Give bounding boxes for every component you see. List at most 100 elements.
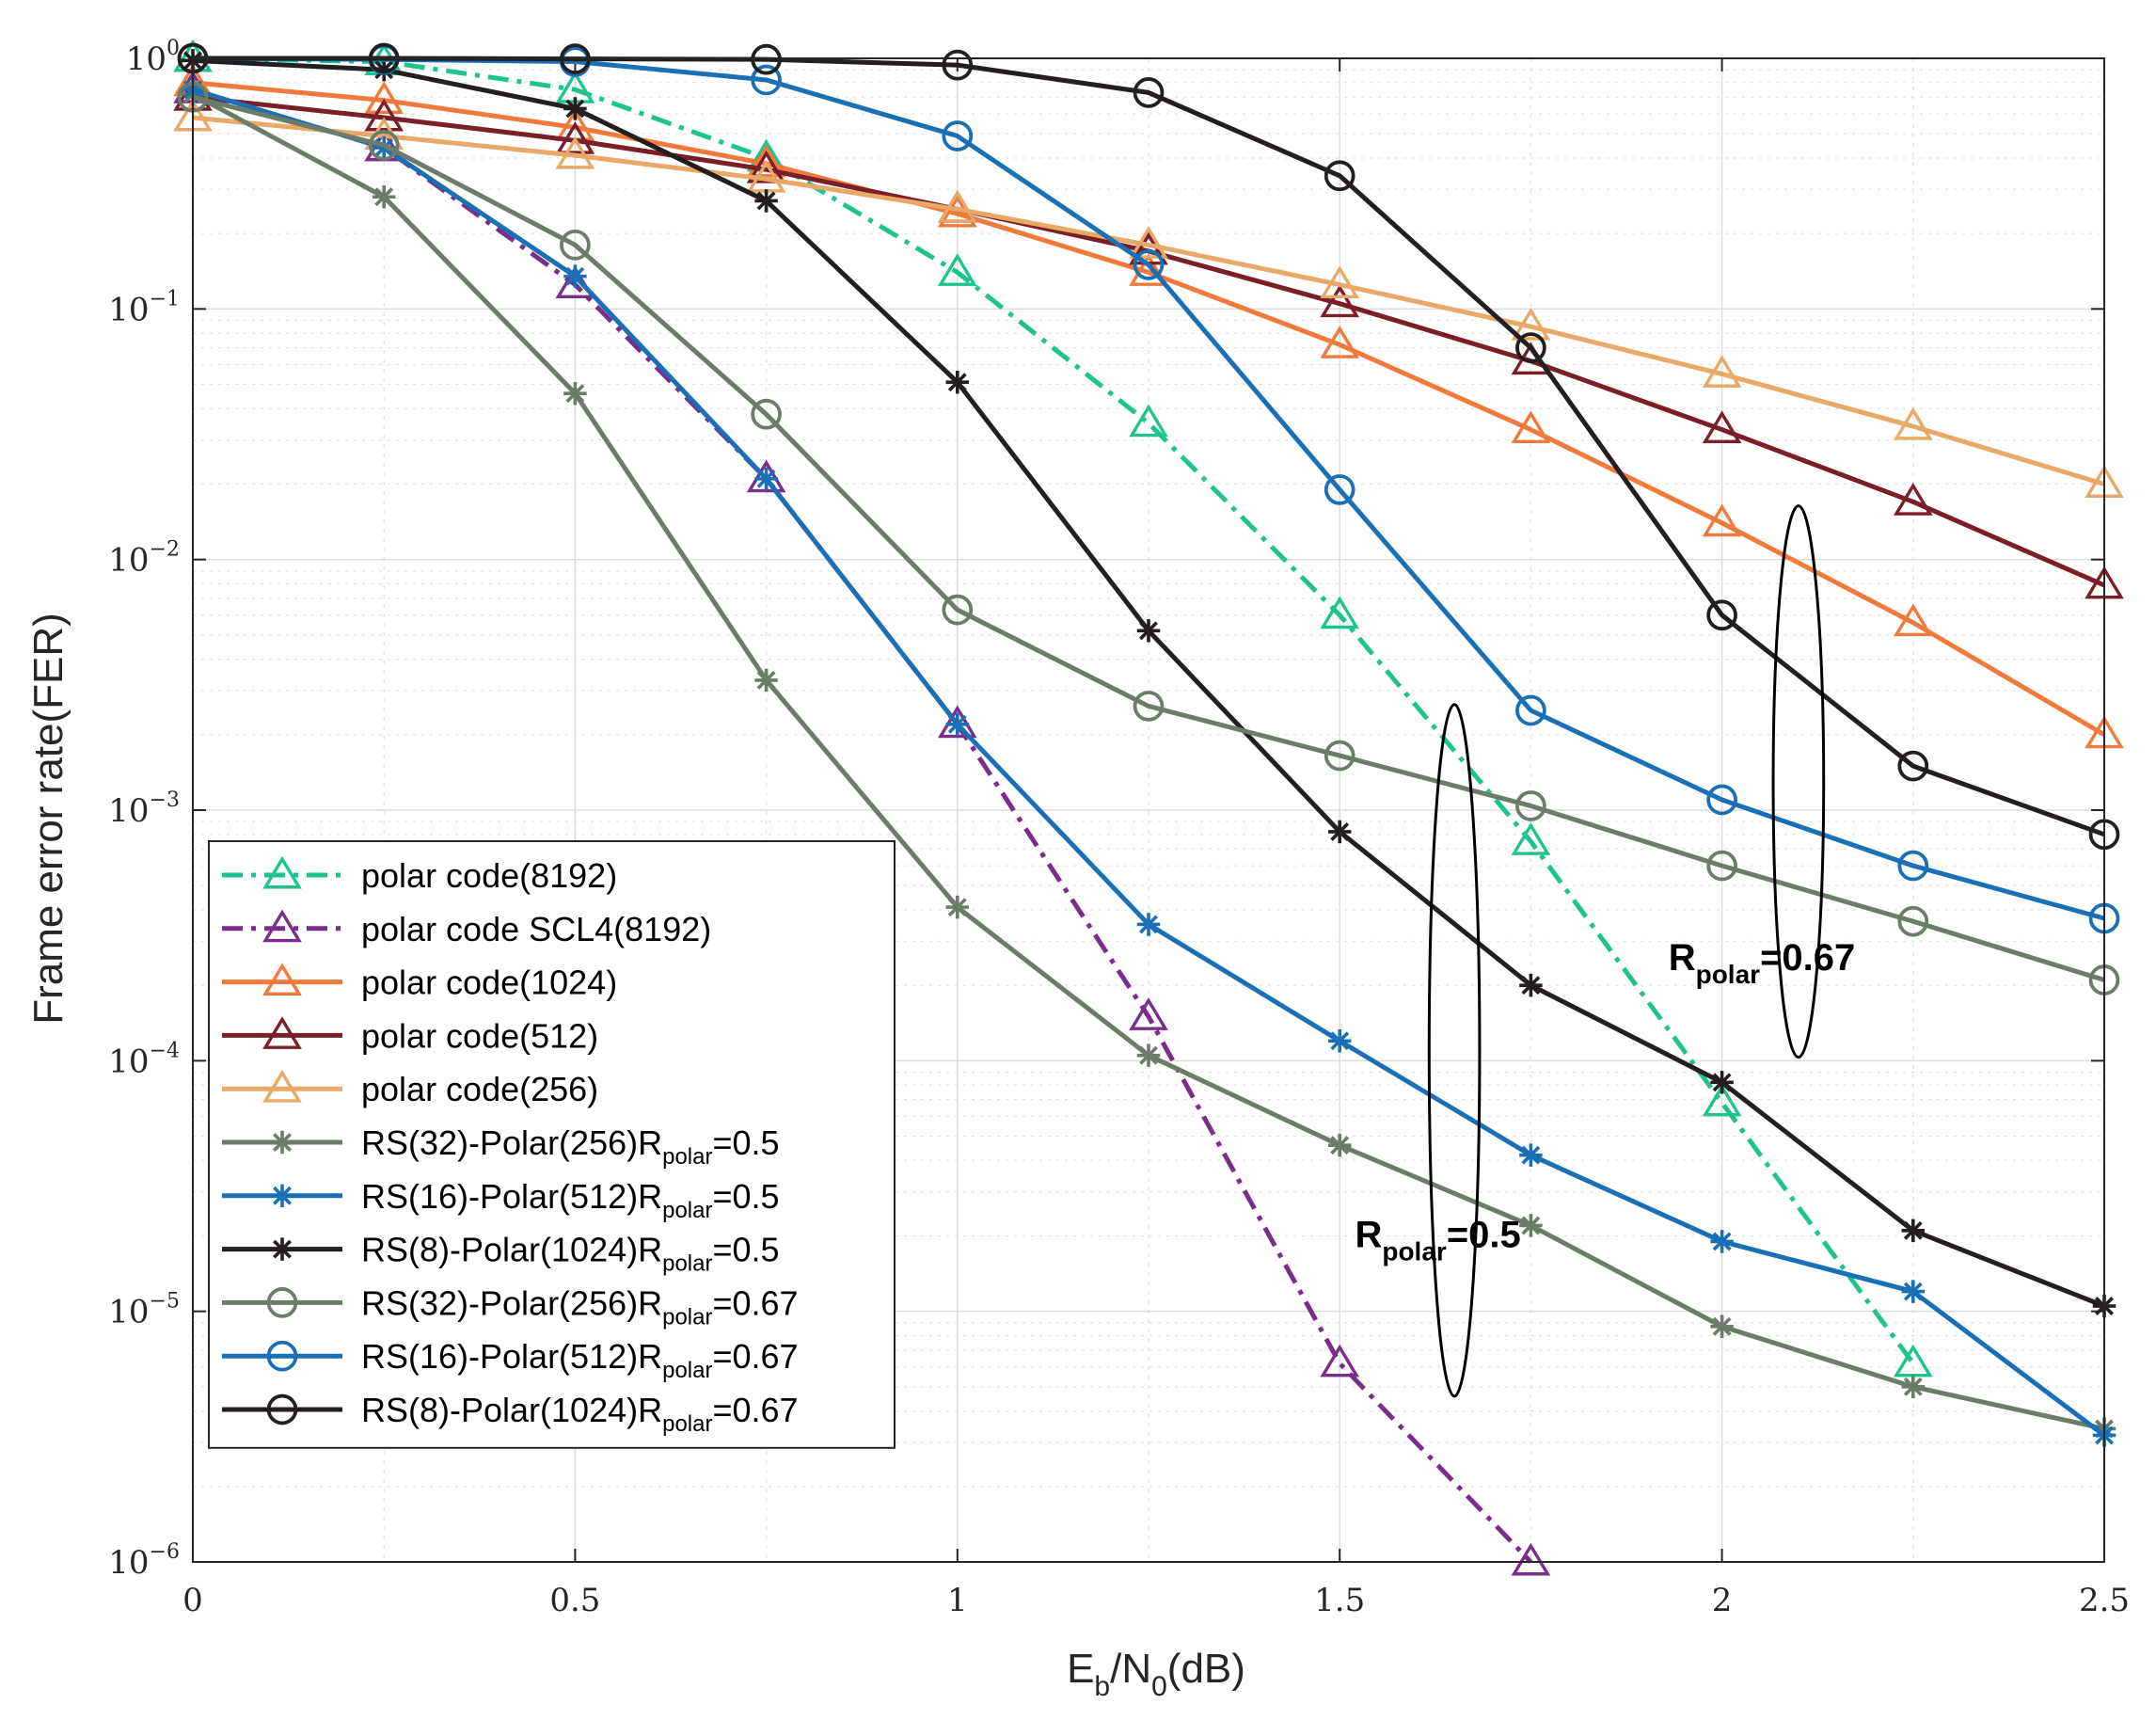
legend-marker bbox=[262, 963, 302, 996]
legend-label: polar code(256) bbox=[361, 1070, 598, 1108]
x-tick-label: 0.5 bbox=[549, 1582, 600, 1619]
data-point bbox=[937, 190, 977, 223]
data-point bbox=[1901, 1218, 1926, 1243]
legend-entry: polar code SCL4(8192) bbox=[222, 909, 711, 948]
legend-marker bbox=[266, 1287, 298, 1318]
x-tick-label: 1 bbox=[947, 1582, 968, 1619]
data-point bbox=[1515, 694, 1546, 726]
data-point bbox=[746, 150, 786, 183]
data-point bbox=[1515, 790, 1546, 821]
data-point bbox=[1702, 410, 1742, 444]
data-point bbox=[563, 97, 587, 120]
x-tick-label: 1.5 bbox=[1314, 1582, 1365, 1619]
y-tick-label: 10−3 bbox=[108, 788, 180, 830]
series-line bbox=[192, 94, 2105, 982]
data-point bbox=[1133, 77, 1165, 108]
data-point bbox=[1519, 973, 1543, 997]
y-tick-label: 10−4 bbox=[108, 1039, 180, 1080]
series-line bbox=[192, 80, 2106, 737]
data-point bbox=[937, 253, 977, 286]
y-tick-label: 10−1 bbox=[108, 287, 180, 328]
series-9 bbox=[177, 81, 2120, 995]
legend-label: RS(32)-Polar(256)Rpolar=0.5 bbox=[361, 1123, 780, 1170]
y-axis-title: Frame error rate(FER) bbox=[25, 613, 71, 1025]
data-point bbox=[1129, 404, 1168, 438]
data-point bbox=[1327, 1133, 1352, 1157]
legend-entry: RS(8)-Polar(1024)Rpolar=0.5 bbox=[222, 1231, 780, 1277]
legend-marker bbox=[262, 855, 302, 889]
data-point bbox=[555, 121, 595, 154]
data-point bbox=[1515, 332, 1546, 363]
data-point bbox=[1710, 1230, 1734, 1253]
series-5 bbox=[173, 98, 2124, 498]
plot-frame bbox=[192, 57, 2105, 1563]
data-point bbox=[563, 264, 587, 288]
data-point bbox=[1136, 1043, 1161, 1067]
data-point bbox=[1706, 784, 1737, 816]
legend-entry: polar code(512) bbox=[222, 1016, 598, 1055]
legend-marker bbox=[262, 909, 302, 943]
data-point bbox=[942, 594, 974, 626]
data-point bbox=[1129, 226, 1168, 259]
data-point bbox=[1136, 619, 1161, 643]
data-point bbox=[1901, 1280, 1926, 1303]
data-point bbox=[1897, 905, 1929, 937]
annotations-group: Rpolar=0.5 Rpolar=0.67 bbox=[1355, 937, 1855, 1266]
data-point bbox=[942, 120, 974, 151]
data-point bbox=[746, 459, 786, 493]
series-line bbox=[192, 115, 2105, 486]
x-axis-title: Eb/N0(dB) bbox=[1067, 1646, 1245, 1702]
data-point bbox=[1511, 821, 1551, 855]
data-point bbox=[1893, 482, 1933, 516]
annotation-rpolar-067: Rpolar=0.67 bbox=[1669, 937, 1856, 989]
data-point bbox=[1710, 1314, 1734, 1339]
legend-entry: polar code(256) bbox=[222, 1069, 598, 1108]
ellipse-rpolar-067 bbox=[1771, 504, 1826, 1059]
data-point bbox=[1327, 1029, 1352, 1053]
data-point bbox=[1324, 160, 1355, 192]
y-axis-ticks: 100 10−1 10−2 10−3 10−4 10−5 10−6 bbox=[108, 37, 2104, 1582]
legend-entry: polar code(1024) bbox=[222, 963, 617, 1002]
legend-label: polar code(512) bbox=[361, 1016, 598, 1055]
legend-entry: polar code(8192) bbox=[222, 855, 617, 895]
legend-label: RS(16)-Polar(512)Rpolar=0.5 bbox=[361, 1177, 780, 1223]
data-point bbox=[754, 467, 778, 491]
data-point bbox=[555, 135, 595, 169]
data-point bbox=[754, 668, 778, 693]
x-tick-label: 0 bbox=[182, 1582, 203, 1619]
data-point bbox=[751, 64, 782, 96]
data-point bbox=[1511, 1542, 1551, 1576]
legend-marker bbox=[262, 1016, 302, 1049]
legend-label: RS(8)-Polar(1024)Rpolar=0.67 bbox=[361, 1391, 799, 1437]
data-point bbox=[364, 81, 404, 115]
data-point bbox=[1702, 1083, 1742, 1117]
x-tick-label: 2 bbox=[1712, 1582, 1733, 1619]
data-point bbox=[1519, 1143, 1543, 1167]
data-point bbox=[1320, 326, 1360, 358]
data-point bbox=[560, 229, 591, 261]
data-point bbox=[751, 43, 782, 75]
data-point bbox=[1702, 355, 1742, 388]
legend-marker bbox=[266, 1340, 298, 1372]
data-point bbox=[1702, 503, 1742, 537]
data-point bbox=[1136, 913, 1161, 936]
legend-entry: RS(32)-Polar(256)Rpolar=0.5 bbox=[222, 1123, 780, 1170]
data-point bbox=[1320, 284, 1360, 318]
legend-entry: RS(16)-Polar(512)Rpolar=0.5 bbox=[222, 1177, 780, 1223]
series-line bbox=[192, 56, 1915, 1365]
legend-label: RS(8)-Polar(1024)Rpolar=0.5 bbox=[361, 1231, 780, 1277]
ellipse-rpolar-05 bbox=[1427, 703, 1482, 1398]
series-3 bbox=[173, 63, 2124, 749]
annotation-rpolar-05: Rpolar=0.5 bbox=[1355, 1215, 1520, 1266]
data-point bbox=[1320, 1344, 1360, 1378]
data-point bbox=[1893, 603, 1933, 637]
data-point bbox=[945, 370, 970, 394]
series-group bbox=[173, 39, 2124, 1576]
legend-marker bbox=[270, 1184, 294, 1208]
legend-label: polar code(8192) bbox=[361, 856, 617, 895]
data-point bbox=[751, 398, 782, 430]
data-point bbox=[1511, 307, 1551, 341]
legend: polar code(8192) polar code SCL4(8192) pol… bbox=[208, 840, 896, 1449]
y-tick-label: 10−5 bbox=[108, 1290, 180, 1331]
data-point bbox=[1511, 410, 1551, 444]
